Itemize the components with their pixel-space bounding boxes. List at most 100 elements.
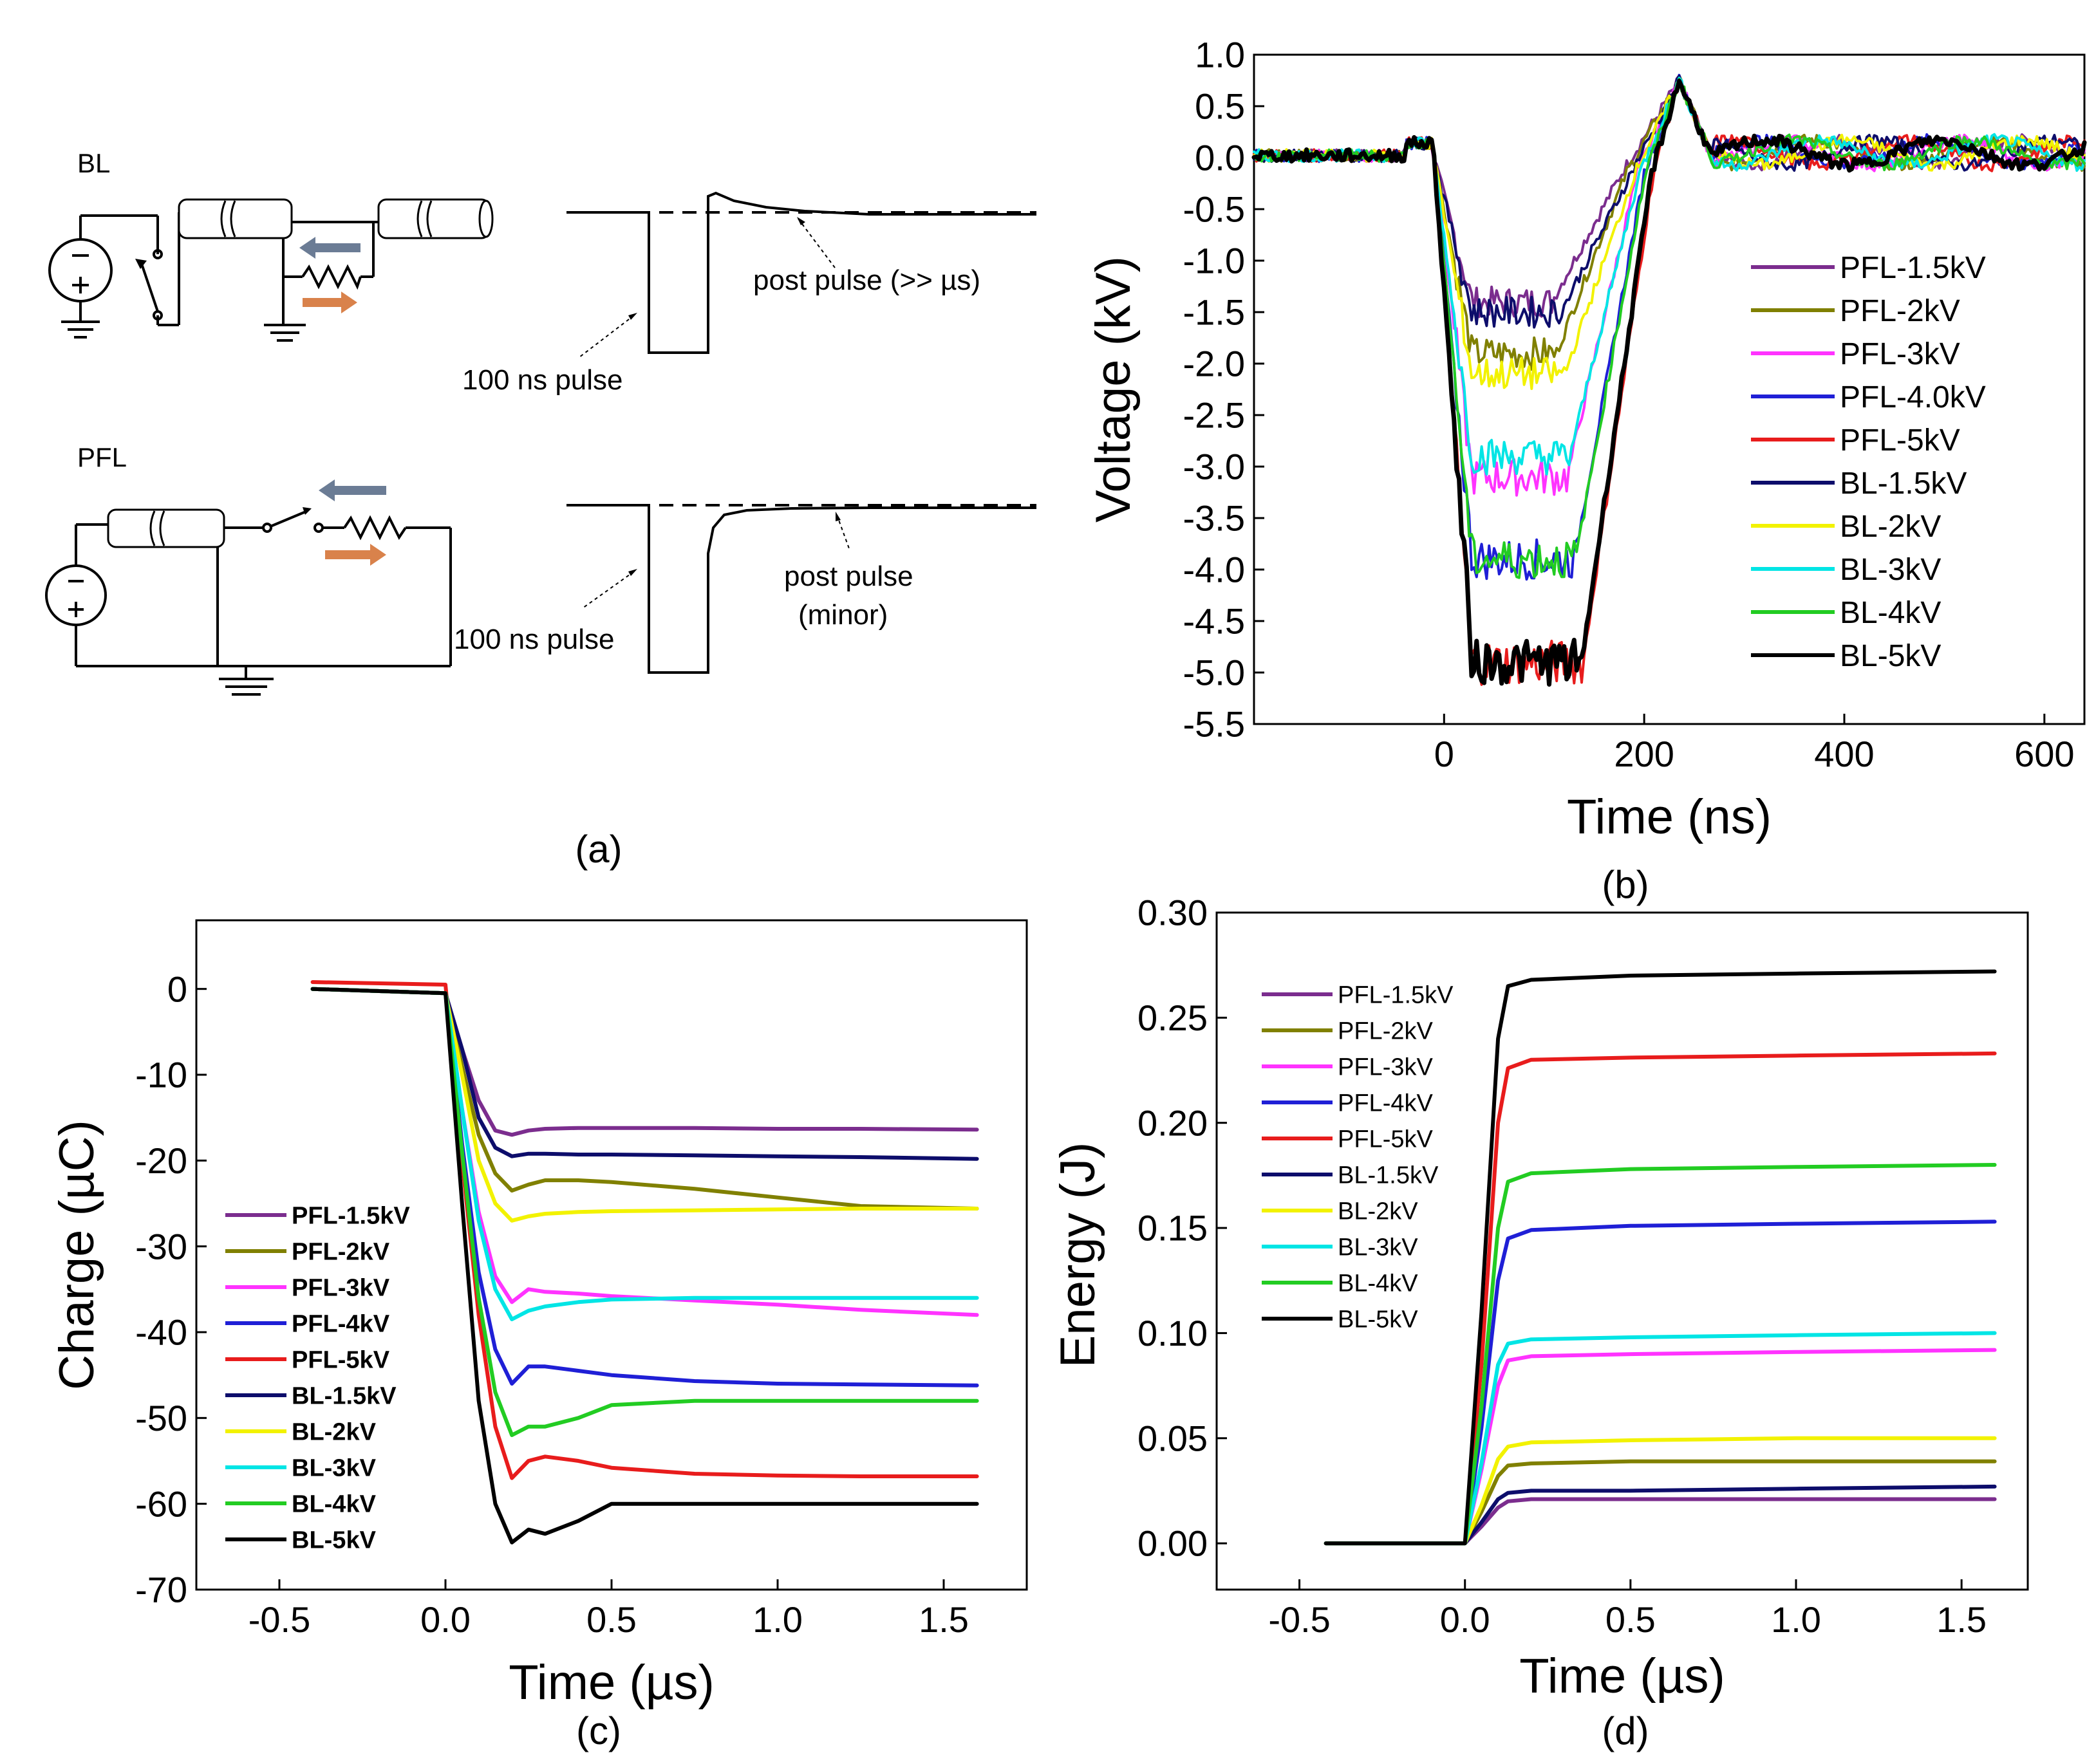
b-y-tick-label: -5.0	[1183, 653, 1246, 693]
pfl-ground-icon	[219, 666, 274, 696]
c-x-tick-label: 1.0	[753, 1599, 803, 1640]
panel-d-series-line	[1324, 1484, 1997, 1546]
pfl-current-arrows-icon	[319, 479, 386, 566]
b-y-tick-label: -1.0	[1183, 241, 1246, 281]
panel-c-series-line	[310, 987, 979, 1545]
c-legend-label: BL-1.5kV	[292, 1382, 397, 1409]
d-x-tick-label: 0.0	[1440, 1599, 1490, 1640]
panel-c-x-axis: -0.5 0.0 0.5 1.0 1.5	[248, 1579, 969, 1640]
panel-d-panel-label: (d)	[1602, 1709, 1649, 1752]
b-legend-label: PFL-5kV	[1840, 423, 1960, 458]
panel-b-voltage-chart: 1.0 0.5 0.0 -0.5 -1.0 -1.5 -2.0 -2.5 -3.0 -3.5 -4.…	[1086, 35, 2087, 906]
c-y-tick-label: -20	[135, 1140, 187, 1181]
panel-c-series-group	[310, 980, 979, 1545]
panel-b-plot-frame	[1253, 53, 2086, 725]
b-y-tick-label: -3.5	[1183, 498, 1246, 539]
b-x-tick-label: 600	[2014, 734, 2074, 774]
c-y-tick-label: -10	[135, 1055, 187, 1095]
pfl-circuit-title: PFL	[77, 442, 127, 472]
pfl-resistor-icon	[343, 515, 407, 541]
pfl-switch-icon	[262, 507, 344, 533]
c-x-tick-label: 0.0	[420, 1599, 471, 1640]
panel-a-label: (a)	[575, 828, 622, 871]
c-y-tick-label: 0	[167, 969, 187, 1009]
d-legend-label: BL-4kV	[1338, 1270, 1418, 1297]
b-y-tick-label: -5.5	[1183, 704, 1246, 745]
b-legend-label: PFL-3kV	[1840, 337, 1960, 371]
panel-c-y-axis: 0 -10 -20 -30 -40 -50 -60 -70	[135, 969, 207, 1610]
bl-coax-cable-icon	[178, 198, 494, 239]
bl-post-pulse-label: post pulse (>> µs)	[753, 265, 980, 296]
panel-d-energy-chart: 0.30 0.25 0.20 0.15 0.10 0.05 0.00 -0.5 0.0 0.5 1…	[1051, 893, 2029, 1752]
c-legend-label: PFL-4kV	[292, 1310, 390, 1337]
panel-c-legend: PFL-1.5kV PFL-2kV PFL-3kV PFL-4kV PFL-5kV BL-…	[225, 1202, 410, 1554]
panel-b-y-axis: 1.0 0.5 0.0 -0.5 -1.0 -1.5 -2.0 -2.5 -3.0 -3.5 -4.…	[1183, 35, 1264, 745]
panel-c-y-label: Charge (µC)	[50, 1120, 104, 1390]
bl-waveform: post pulse (>> µs) 100 ns pulse	[462, 191, 1036, 396]
c-y-tick-label: -30	[135, 1226, 187, 1267]
b-legend-label: PFL-2kV	[1840, 294, 1960, 328]
b-y-tick-label: -1.5	[1183, 292, 1246, 333]
d-x-tick-label: 1.0	[1771, 1599, 1821, 1640]
c-legend-label: BL-2kV	[292, 1418, 377, 1445]
c-legend-label: BL-4kV	[292, 1490, 377, 1518]
panel-c-series-line	[310, 987, 979, 1223]
pfl-wiring	[75, 523, 452, 667]
d-y-tick-label: 0.05	[1137, 1418, 1208, 1458]
panel-b-series-line	[1251, 79, 2087, 687]
d-legend-label: BL-3kV	[1338, 1234, 1418, 1261]
d-legend-label: BL-5kV	[1338, 1306, 1418, 1333]
panel-d-series-line	[1324, 969, 1997, 1546]
bl-pulse-label: 100 ns pulse	[462, 364, 623, 396]
panel-d-y-label: Energy (J)	[1051, 1142, 1105, 1368]
b-y-tick-label: -2.0	[1183, 344, 1246, 384]
b-x-tick-label: 0	[1434, 734, 1454, 774]
c-legend-label: PFL-5kV	[292, 1346, 390, 1373]
panel-b-series-group	[1251, 73, 2087, 687]
panel-b-x-axis: 0 200 400 600	[1434, 714, 2075, 774]
panel-d-series-line	[1324, 1331, 1997, 1546]
pfl-post-pulse-label-1: post pulse	[784, 561, 913, 592]
b-legend-label: PFL-4.0kV	[1840, 380, 1986, 414]
d-y-tick-label: 0.30	[1137, 893, 1208, 933]
c-legend-label: BL-5kV	[292, 1527, 377, 1554]
d-y-tick-label: 0.10	[1137, 1313, 1208, 1353]
b-y-tick-label: -3.0	[1183, 447, 1246, 487]
d-y-tick-label: 0.00	[1137, 1523, 1208, 1564]
d-y-tick-label: 0.25	[1137, 998, 1208, 1038]
panel-c-panel-label: (c)	[576, 1709, 621, 1752]
c-y-tick-label: -60	[135, 1483, 187, 1524]
d-legend-label: PFL-4kV	[1338, 1090, 1433, 1117]
panel-b-legend: PFL-1.5kV PFL-2kV PFL-3kV PFL-4.0kV PFL-5kV B…	[1751, 251, 1986, 673]
d-legend-label: PFL-2kV	[1338, 1017, 1433, 1044]
c-legend-label: PFL-2kV	[292, 1238, 390, 1265]
c-legend-label: PFL-3kV	[292, 1274, 390, 1301]
panel-d-legend: PFL-1.5kV PFL-2kV PFL-3kV PFL-4kV PFL-5kV BL-…	[1262, 981, 1454, 1333]
pfl-post-pulse-label-2: (minor)	[798, 599, 888, 631]
pfl-pulse-label: 100 ns pulse	[454, 624, 615, 655]
d-legend-label: PFL-5kV	[1338, 1126, 1433, 1153]
panel-b-panel-label: (b)	[1602, 863, 1649, 906]
pfl-waveform: post pulse (minor) 100 ns pulse	[454, 504, 1036, 674]
d-legend-label: BL-2kV	[1338, 1198, 1418, 1225]
b-y-tick-label: -2.5	[1183, 395, 1246, 436]
d-legend-label: BL-1.5kV	[1338, 1162, 1439, 1189]
c-legend-label: BL-3kV	[292, 1454, 377, 1481]
b-y-tick-label: -4.5	[1183, 601, 1246, 642]
d-y-tick-label: 0.15	[1137, 1208, 1208, 1249]
b-legend-label: PFL-1.5kV	[1840, 251, 1986, 285]
panel-c-series-line	[310, 987, 979, 1211]
panel-d-series-line	[1324, 1436, 1997, 1546]
c-y-tick-label: -50	[135, 1398, 187, 1438]
panel-c-series-line	[310, 987, 979, 1437]
d-legend-label: PFL-1.5kV	[1338, 981, 1454, 1008]
b-y-tick-label: 0.5	[1195, 86, 1245, 127]
panel-b-y-label: Voltage (kV)	[1086, 256, 1141, 523]
d-legend-label: PFL-3kV	[1338, 1054, 1433, 1081]
b-legend-label: BL-5kV	[1840, 639, 1941, 673]
b-legend-label: BL-3kV	[1840, 553, 1941, 587]
c-x-tick-label: 0.5	[586, 1599, 637, 1640]
b-y-tick-label: 1.0	[1195, 35, 1245, 75]
pfl-coax-cable-icon	[107, 508, 225, 548]
